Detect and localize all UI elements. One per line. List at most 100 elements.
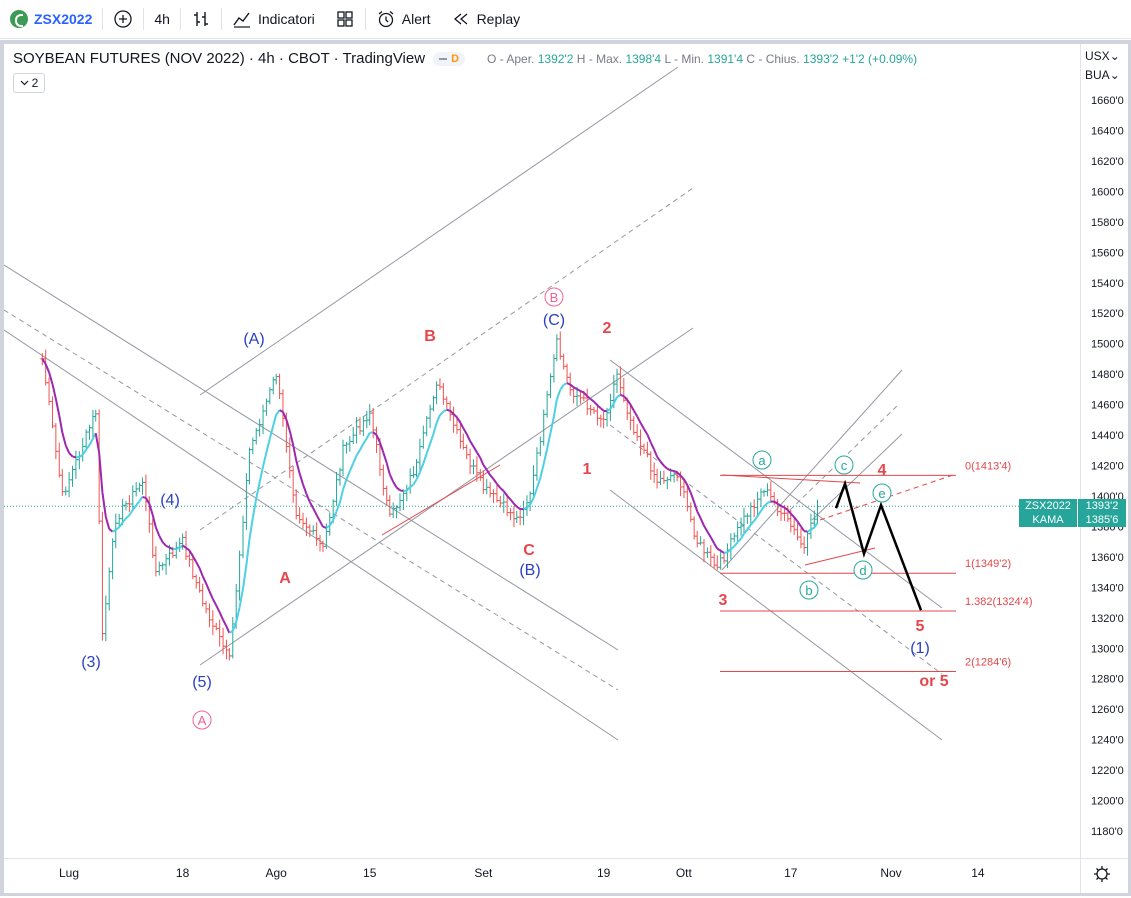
wave-label: (B) (519, 562, 540, 579)
kama-segment (317, 515, 320, 521)
kama-segment (434, 423, 437, 434)
indicators-button[interactable]: Indicatori (222, 0, 325, 38)
kama-segment (410, 484, 413, 487)
interval-button[interactable]: 4h (144, 0, 180, 38)
kama-segment (454, 414, 457, 417)
price-tick-label: 1420'0 (1091, 461, 1124, 473)
kama-segment (443, 410, 446, 412)
kama-segment (123, 518, 126, 522)
kama-segment (427, 444, 430, 454)
kama-segment (390, 474, 393, 482)
wave-label: 3 (719, 592, 728, 609)
time-tick-label: 19 (597, 866, 611, 880)
kama-segment (420, 464, 423, 473)
kama-segment (249, 518, 252, 540)
kama-segment (524, 508, 527, 509)
kama-segment (42, 359, 45, 364)
kama-segment (193, 556, 196, 562)
kama-segment (166, 546, 169, 548)
kama-segment (59, 416, 62, 433)
kama-segment (183, 545, 186, 547)
kama-segment (811, 527, 814, 529)
kama-segment (62, 432, 65, 445)
kama-segment (353, 455, 356, 463)
kama-segment (383, 453, 386, 463)
price-chart[interactable]: 0(1413'4)1(1349'2)1.382(1324'4)2(1284'6)… (4, 44, 1080, 858)
kama-segment (300, 473, 303, 484)
kama-segment (637, 416, 640, 423)
kama-segment (229, 631, 232, 633)
close-label: C - Chius. (746, 52, 799, 66)
chevron-down-icon (20, 80, 29, 86)
kama-segment (243, 565, 246, 589)
wave-label: or 5 (919, 673, 948, 690)
kama-segment (691, 493, 694, 503)
kama-segment (540, 464, 543, 478)
kama-segment (587, 396, 590, 399)
kama-segment (86, 445, 89, 450)
kama-segment (758, 511, 761, 516)
kama-tag-price: 1385'6 (1077, 513, 1126, 527)
kama-segment (494, 479, 497, 484)
market-status-badge[interactable]: D (433, 52, 465, 66)
channel-line (4, 330, 618, 740)
kama-segment (798, 522, 801, 527)
chart-settings-corner[interactable] (1080, 858, 1128, 893)
kama-segment (677, 472, 680, 475)
kama-segment (273, 415, 276, 426)
kama-segment (106, 517, 109, 529)
templates-button[interactable] (325, 0, 365, 38)
kama-segment (96, 433, 99, 452)
wave-label: e (878, 486, 885, 501)
indicators-icon (232, 9, 252, 29)
kama-segment (350, 463, 353, 471)
replay-label: Replay (477, 11, 521, 27)
indicators-collapse-button[interactable]: 2 (13, 73, 45, 93)
kama-segment (246, 540, 249, 565)
bar-chart-type-icon (191, 9, 211, 29)
wave-label: C (523, 542, 535, 559)
kama-segment (320, 521, 323, 527)
kama-segment (290, 431, 293, 445)
kama-segment (467, 434, 470, 441)
time-tick-label: Set (474, 866, 493, 880)
kama-segment (584, 393, 587, 397)
kama-segment (574, 387, 577, 389)
time-tick-label: 18 (176, 866, 190, 880)
fib-level-label: 2(1284'6) (965, 656, 1011, 668)
kama-segment (597, 405, 600, 408)
last-tag-symbol: ZSX2022 (1019, 499, 1077, 513)
alert-button[interactable]: Alert (366, 0, 441, 38)
kama-segment (66, 445, 69, 453)
kama-segment (313, 508, 316, 515)
kama-price-tag: KAMA 1385'6 (1019, 513, 1127, 527)
symbol-search-button[interactable]: ZSX2022 (0, 0, 102, 38)
wave-label: (4) (160, 492, 180, 509)
compare-symbol-button[interactable] (103, 0, 143, 38)
minus-icon (439, 58, 447, 60)
kama-segment (463, 428, 466, 434)
kama-segment (129, 510, 132, 515)
kama-segment (497, 484, 500, 488)
price-tick-label: 1540'0 (1091, 278, 1124, 290)
channel-midline (200, 188, 693, 530)
interval-label: 4h (154, 11, 170, 27)
chart-type-button[interactable] (181, 0, 221, 38)
wave-label: (1) (910, 640, 930, 657)
price-tick-label: 1580'0 (1091, 217, 1124, 229)
wave-label: A (198, 713, 207, 728)
kama-segment (203, 576, 206, 583)
chart-pane[interactable]: 0(1413'4)1(1349'2)1.382(1324'4)2(1284'6)… (4, 44, 1080, 858)
kama-segment (560, 385, 563, 390)
kama-segment (554, 399, 557, 416)
currency-unit-selector[interactable]: USX⌄ BUA⌄ (1085, 47, 1120, 85)
high-value: 1398'4 (625, 52, 661, 66)
time-tick-label: Nov (880, 866, 901, 880)
kama-segment (146, 498, 149, 504)
gear-icon[interactable] (1081, 859, 1128, 893)
kama-segment (480, 458, 483, 465)
replay-button[interactable]: Replay (441, 0, 531, 38)
